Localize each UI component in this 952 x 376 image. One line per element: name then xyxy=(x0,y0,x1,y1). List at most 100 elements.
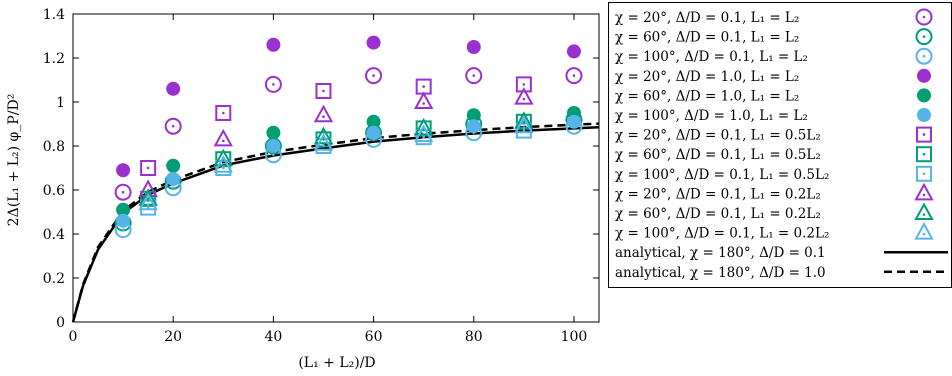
legend-label: χ = 60°, Δ/D = 0.1, L₁ = 0.2L₂ xyxy=(615,206,821,222)
marker-shape xyxy=(466,119,481,134)
marker-dot xyxy=(922,172,926,176)
marker-shape xyxy=(215,105,232,121)
legend-label: χ = 100°, Δ/D = 0.1, L₁ = L₂ xyxy=(615,49,808,65)
data-point xyxy=(116,213,131,228)
data-point xyxy=(366,114,381,129)
plot-border xyxy=(72,13,600,323)
legend-box xyxy=(608,2,952,288)
marker-shape xyxy=(465,67,483,85)
data-point xyxy=(313,133,334,151)
data-point xyxy=(466,40,481,54)
legend-label: χ = 100°, Δ/D = 0.1, L₁ = 0.5L₂ xyxy=(615,167,829,183)
y-tick-label: 0.8 xyxy=(43,139,65,155)
marker-shape xyxy=(266,37,281,52)
data-point xyxy=(466,119,481,134)
marker-shape xyxy=(213,128,233,147)
y-tick-label: 1.2 xyxy=(43,51,65,67)
legend-label: χ = 60°, Δ/D = 0.1, L₁ = 0.5L₂ xyxy=(615,147,821,163)
marker-shape xyxy=(313,133,334,151)
plot-frame xyxy=(72,13,600,323)
marker-shape xyxy=(915,8,933,26)
legend-label: analytical, χ = 180°, Δ/D = 0.1 xyxy=(615,245,826,261)
marker-shape xyxy=(116,213,131,228)
data-point xyxy=(213,155,233,173)
y-tick-label: 0.4 xyxy=(43,227,65,243)
series-3 xyxy=(116,35,581,178)
marker-dot xyxy=(472,74,476,77)
y-tick-label: 0 xyxy=(56,315,65,331)
marker-shape xyxy=(266,139,281,153)
marker-dot xyxy=(272,83,275,86)
marker-shape xyxy=(915,47,933,65)
legend-marker xyxy=(914,202,934,220)
data-point xyxy=(566,114,581,129)
marker-dot xyxy=(922,152,926,156)
marker-dot xyxy=(922,213,926,216)
data-point xyxy=(313,104,334,123)
data-point xyxy=(366,125,381,140)
marker-dot xyxy=(922,15,926,19)
y-axis: 0 0.2 0.4 0.6 0.8 1 1.2 1.4 xyxy=(43,7,599,331)
marker-shape xyxy=(366,114,381,129)
data-point xyxy=(114,183,132,201)
marker-shape xyxy=(916,126,932,143)
marker-shape xyxy=(916,146,932,163)
series-4 xyxy=(116,106,581,217)
legend-label: χ = 20°, Δ/D = 1.0, L₁ = L₂ xyxy=(615,69,799,85)
marker-dot xyxy=(422,85,425,88)
data-point xyxy=(266,139,281,153)
y-tick-label: 0.6 xyxy=(43,183,65,199)
marker-shape xyxy=(566,44,581,59)
marker-dot xyxy=(121,190,125,194)
legend-label: χ = 20°, Δ/D = 0.1, L₁ = L₂ xyxy=(615,10,799,26)
data-point xyxy=(138,192,158,211)
x-tick-label: 20 xyxy=(164,329,182,345)
marker-shape xyxy=(466,40,481,54)
series-1 xyxy=(114,111,583,232)
marker-shape xyxy=(413,91,434,109)
x-axis: 0 20 40 60 80 100 xyxy=(69,14,587,345)
data-point xyxy=(413,124,434,142)
marker-shape xyxy=(166,172,181,186)
data-point xyxy=(365,67,383,85)
marker-dot xyxy=(372,74,375,77)
series-9 xyxy=(138,87,534,197)
data-point xyxy=(565,67,583,85)
marker-shape xyxy=(917,108,931,122)
legend-marker xyxy=(914,182,934,201)
analytical-curve-0.1 xyxy=(71,126,600,323)
data-point xyxy=(166,158,181,173)
x-tick-label: 0 xyxy=(69,329,78,345)
data-point xyxy=(266,37,281,52)
marker-dot xyxy=(922,133,926,136)
x-tick-label: 60 xyxy=(365,329,383,345)
marker-dot xyxy=(322,115,325,118)
marker-dot xyxy=(146,199,150,202)
data-point xyxy=(213,128,233,147)
marker-dot xyxy=(422,135,425,138)
marker-shape xyxy=(313,126,334,145)
data-point xyxy=(315,83,332,99)
marker-dot xyxy=(146,203,150,206)
marker-shape xyxy=(566,114,581,129)
marker-dot xyxy=(922,54,926,58)
marker-shape xyxy=(164,117,182,135)
legend-label: χ = 60°, Δ/D = 1.0, L₁ = L₂ xyxy=(615,88,799,104)
x-tick-label: 80 xyxy=(465,329,483,345)
data-point xyxy=(465,67,483,85)
data-point xyxy=(140,160,157,176)
marker-shape xyxy=(166,81,181,96)
legend-marker xyxy=(916,165,932,182)
marker-shape xyxy=(514,115,534,134)
marker-shape xyxy=(213,148,233,167)
marker-dot xyxy=(221,111,225,115)
legend-marker xyxy=(916,146,932,163)
legend-label: χ = 20°, Δ/D = 0.1, L₁ = 0.5L₂ xyxy=(615,128,821,144)
data-point xyxy=(266,125,281,140)
marker-dot xyxy=(322,89,325,93)
legend: χ = 20°, Δ/D = 0.1, L₁ = L₂ χ = 60°, Δ/D … xyxy=(608,2,952,288)
analytical-curves xyxy=(71,122,600,323)
marker-shape xyxy=(313,104,334,123)
legend-marker xyxy=(917,68,931,83)
marker-shape xyxy=(114,183,132,201)
